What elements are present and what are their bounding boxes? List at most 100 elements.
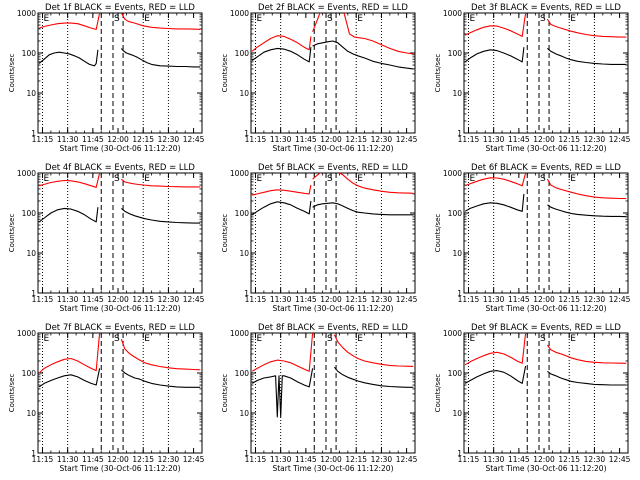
y-tick-label: 100	[22, 49, 37, 58]
y-tick-label: 1000	[17, 329, 36, 338]
chart-title: Det 5f BLACK = Events, RED = LLD	[258, 163, 408, 173]
events-series-line	[547, 47, 627, 65]
y-tick-label: 1000	[230, 9, 249, 18]
x-tick-label: 11:45	[82, 295, 104, 304]
x-tick-label: 12:15	[558, 295, 580, 304]
series-group	[251, 13, 414, 70]
marker-label: E	[256, 174, 262, 184]
plot-frame	[250, 12, 416, 134]
plot-frame	[37, 12, 203, 134]
x-tick-label: 12:30	[584, 295, 606, 304]
events-series-line	[312, 202, 414, 216]
x-tick-label: 12:00	[107, 455, 129, 464]
x-tick-label: 12:30	[371, 135, 393, 144]
y-tick-label: 100	[235, 49, 250, 58]
marker-label: E	[357, 174, 363, 184]
x-tick-label: 12:00	[533, 135, 555, 144]
y-axis-label: Counts/sec	[434, 214, 442, 253]
y-tick-label: 1000	[17, 9, 36, 18]
x-tick-label: 11:30	[57, 135, 79, 144]
marker-label: E	[256, 334, 262, 344]
events-series-line	[464, 193, 525, 212]
x-tick-label: 11:30	[57, 455, 79, 464]
x-tick-label: 11:30	[270, 295, 292, 304]
y-axis-label: Counts/sec	[434, 54, 442, 93]
x-tick-label: 12:30	[158, 295, 180, 304]
marker-label: S	[114, 174, 120, 184]
events-series-line	[120, 48, 201, 68]
series-group	[251, 173, 414, 216]
x-tick-label: 12:45	[396, 295, 418, 304]
marker-label: S	[540, 174, 546, 184]
events-series-line	[312, 40, 414, 70]
events-series-line	[121, 207, 201, 224]
x-tick-label: 12:15	[558, 135, 580, 144]
x-tick-label: 12:00	[320, 295, 342, 304]
plot-frame	[250, 332, 416, 454]
lld-series-line	[38, 333, 101, 374]
lld-series-line	[546, 178, 627, 200]
marker-label: E	[43, 174, 49, 184]
y-tick-label: 1	[244, 289, 249, 298]
y-tick-label: 1000	[230, 329, 249, 338]
x-tick-label: 11:45	[508, 455, 530, 464]
marker-label: E	[357, 14, 363, 24]
y-tick-label: 1000	[443, 329, 462, 338]
chart-title: Det 7f BLACK = Events, RED = LLD	[45, 323, 195, 333]
x-axis-label: Start Time (30-Oct-06 11:12:20)	[485, 144, 606, 153]
x-tick-label: 12:00	[320, 135, 342, 144]
y-tick-label: 100	[22, 369, 37, 378]
y-tick-label: 1	[457, 289, 462, 298]
marker-label: E	[256, 14, 262, 24]
y-tick-label: 100	[22, 209, 37, 218]
lld-series-line	[120, 339, 201, 371]
events-series-line	[38, 49, 99, 67]
chart-title: Det 8f BLACK = Events, RED = LLD	[258, 323, 408, 333]
x-tick-label: 11:45	[295, 135, 317, 144]
x-tick-label: 12:15	[132, 295, 154, 304]
chart-panel-9: Det 9f BLACK = Events, RED = LLD 1 10 100 10…	[434, 323, 631, 473]
lld-series-line	[38, 173, 101, 188]
chart-title: Det 3f BLACK = Events, RED = LLD	[471, 3, 621, 13]
events-series-line	[38, 368, 101, 388]
x-tick-label: 12:15	[558, 455, 580, 464]
marker-label: E	[469, 334, 475, 344]
events-series-line	[547, 204, 627, 218]
x-tick-label: 11:15	[32, 295, 54, 304]
plot-frame	[250, 172, 416, 294]
marker-label: S	[327, 174, 333, 184]
chart-title: Det 9f BLACK = Events, RED = LLD	[471, 323, 621, 333]
plot-frame	[37, 332, 203, 454]
x-tick-label: 12:45	[609, 295, 631, 304]
marker-label: S	[114, 14, 120, 24]
x-tick-label: 12:15	[345, 295, 367, 304]
y-tick-label: 10	[239, 89, 249, 98]
x-tick-label: 12:45	[609, 455, 631, 464]
y-tick-label: 10	[26, 89, 36, 98]
chart-title: Det 2f BLACK = Events, RED = LLD	[258, 3, 408, 13]
y-tick-label: 100	[448, 49, 463, 58]
x-tick-label: 12:30	[371, 295, 393, 304]
x-tick-label: 12:00	[320, 455, 342, 464]
x-tick-label: 12:30	[584, 455, 606, 464]
marker-label: S	[540, 14, 546, 24]
x-tick-label: 12:45	[183, 295, 205, 304]
x-tick-label: 12:00	[107, 135, 129, 144]
marker-label: S	[327, 14, 333, 24]
y-axis-label: Counts/sec	[8, 54, 16, 93]
marker-label: S	[114, 334, 120, 344]
y-tick-label: 10	[26, 249, 36, 258]
x-tick-label: 11:15	[458, 455, 480, 464]
x-tick-label: 12:30	[158, 135, 180, 144]
x-tick-label: 12:30	[158, 455, 180, 464]
x-tick-label: 11:45	[295, 295, 317, 304]
plot-frame	[463, 12, 629, 134]
events-series-line	[464, 47, 525, 63]
chart-panel-2: Det 2f BLACK = Events, RED = LLD 1 10 100 10…	[221, 3, 418, 153]
x-tick-label: 11:45	[508, 135, 530, 144]
events-series-line	[38, 207, 99, 223]
x-tick-label: 11:15	[458, 135, 480, 144]
x-tick-label: 11:45	[82, 455, 104, 464]
y-tick-label: 1000	[443, 169, 462, 178]
